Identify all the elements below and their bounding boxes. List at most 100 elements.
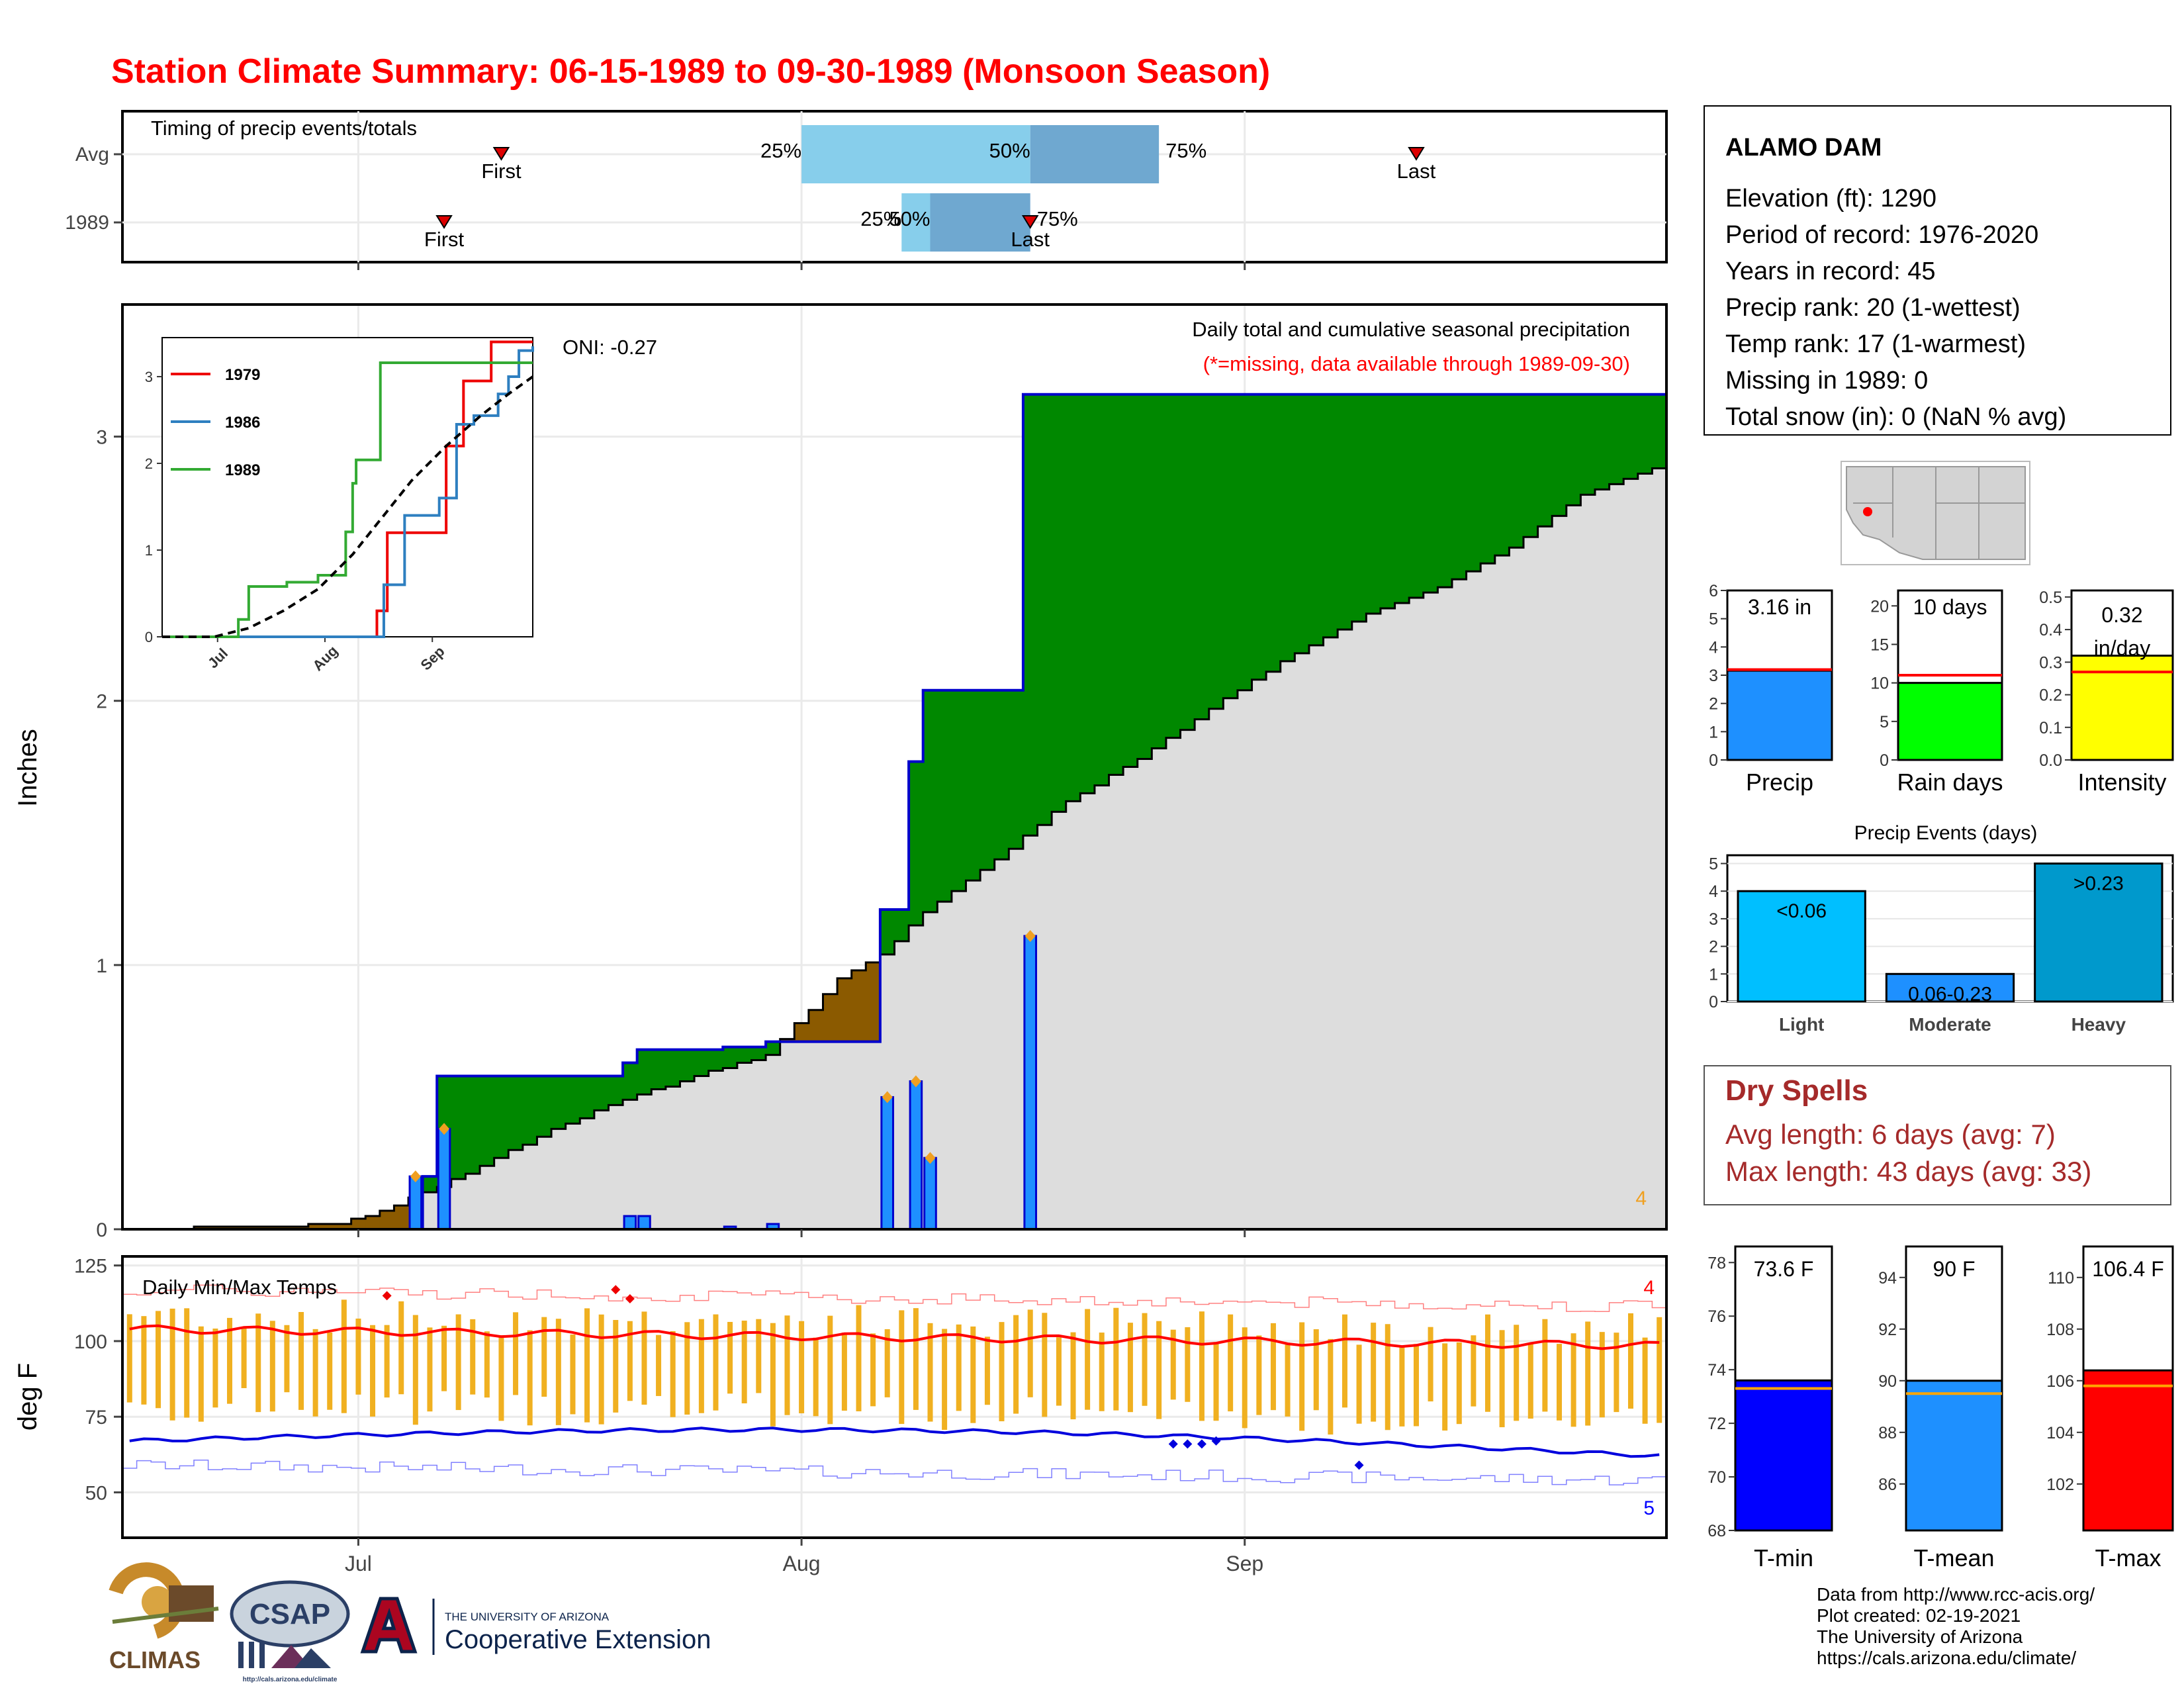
event-bar-label: >0.23 — [2073, 873, 2124, 895]
inset-average-line — [162, 375, 534, 638]
daily-temp-range-bar — [1399, 1345, 1405, 1427]
daily-temp-range-bar — [1313, 1329, 1319, 1411]
daily-temp-range-bar — [1428, 1327, 1433, 1402]
daily-precip-bar — [637, 1215, 651, 1231]
surplus-area — [665, 1049, 681, 1087]
last-event-label: Last — [1397, 160, 1436, 183]
event-bar-label: 0.06-0.23 — [1908, 983, 1992, 1005]
month-tick-label: Sep — [1226, 1552, 1263, 1575]
summary-y-tick-label: 20 — [1870, 597, 1889, 616]
temp-y-tick-label: 106 — [2046, 1372, 2074, 1391]
event-bar — [1885, 972, 2015, 1003]
deficit-area — [351, 1219, 366, 1229]
heavy-event-marker — [910, 1075, 921, 1088]
daily-temp-range-bar — [384, 1325, 390, 1398]
surplus-area — [1523, 394, 1539, 538]
daily-temp-range-bar — [370, 1325, 376, 1417]
last-event-label: Last — [1011, 228, 1050, 251]
station-location-dot — [1863, 507, 1872, 516]
temp-y-axis-label: deg F — [13, 1363, 42, 1430]
precip-y-axis-label: Inches — [13, 729, 42, 807]
station-line: Elevation (ft): 1290 — [1725, 185, 1936, 212]
daily-temp-range-bar — [1342, 1314, 1347, 1408]
surplus-area — [994, 690, 1009, 860]
cumulative-fills — [122, 393, 1667, 1231]
surplus-area — [1366, 394, 1381, 614]
summary-y-tick-label: 10 — [1870, 675, 1889, 693]
surplus-area — [1338, 394, 1353, 630]
daily-temp-range-bar — [1085, 1309, 1091, 1410]
surplus-area — [580, 1076, 595, 1119]
surplus-area — [1437, 394, 1453, 588]
daily-temp-range-bar — [827, 1315, 833, 1425]
daily-temp-range-bar — [198, 1326, 204, 1422]
summary-y-tick-label: 4 — [1709, 638, 1718, 657]
climas-logo: CLIMAS — [109, 1562, 219, 1673]
daily-temp-range-bar — [1213, 1342, 1219, 1421]
precip-y-tick-label: 0 — [96, 1219, 107, 1241]
heavy-event-marker — [439, 1123, 450, 1135]
summary-bars: 0 1 2 3 4 5 6 3.16 in Precip 0 5 10 15 20 10 days Rain … — [1709, 582, 2174, 796]
surplus-area — [1609, 394, 1624, 485]
surplus-area — [1080, 394, 1095, 794]
deficit-area — [794, 1023, 809, 1042]
station-line: Missing in 1989: 0 — [1725, 367, 1928, 395]
daily-temp-range-bar — [269, 1321, 275, 1412]
locator-map — [1841, 461, 2030, 565]
quartile-label: 50% — [889, 207, 930, 230]
dry-spells-box: Dry Spells Avg length: 6 days (avg: 7) M… — [1704, 1065, 2171, 1205]
temp-y-tick-label: 92 — [1878, 1321, 1897, 1339]
daily-temp-range-bar — [1657, 1317, 1662, 1423]
temp-y-tick-label: 74 — [1707, 1361, 1726, 1380]
daily-temp-range-bar — [1170, 1329, 1176, 1400]
surplus-area — [1308, 394, 1324, 645]
first-event-marker — [492, 147, 510, 161]
surplus-area — [594, 1076, 610, 1111]
daily-temp-range-bar — [1527, 1343, 1533, 1419]
daily-temp-range-bar — [1042, 1313, 1048, 1417]
surplus-area — [608, 1076, 623, 1105]
surplus-area — [1566, 394, 1581, 506]
event-bar-label: <0.06 — [1776, 900, 1827, 922]
record-high-marker — [611, 1285, 621, 1295]
surplus-area — [1094, 394, 1110, 786]
station-line: Period of record: 1976-2020 — [1725, 221, 2038, 249]
daily-temp-range-bar — [398, 1301, 404, 1395]
avg-max-temp-line — [129, 1324, 1660, 1350]
surplus-area — [494, 1076, 509, 1158]
daily-precip-bar — [1023, 935, 1038, 1231]
climas-logo-text: CLIMAS — [109, 1646, 201, 1673]
inset-series-line — [162, 346, 534, 638]
footer-line: The University of Arizona — [1817, 1626, 2023, 1647]
events-y-tick-label: 1 — [1709, 965, 1718, 984]
temp-y-tick-label: 72 — [1707, 1415, 1726, 1433]
daily-temp-range-bar — [1471, 1335, 1477, 1407]
month-tick-label: Aug — [783, 1552, 821, 1575]
first-event-marker — [435, 215, 453, 229]
surplus-area — [651, 1049, 666, 1090]
daily-precip-bar — [623, 1215, 637, 1231]
daily-temp-range-bar — [441, 1325, 447, 1391]
quartile-label: 25% — [760, 139, 801, 162]
summary-category-label: Rain days — [1897, 769, 2003, 796]
surplus-area — [1208, 394, 1224, 709]
oni-label: ONI: -0.27 — [563, 336, 657, 359]
surplus-area — [422, 1176, 437, 1193]
daily-temp-range-bar — [570, 1335, 576, 1415]
avg-min-temp-line — [129, 1427, 1660, 1458]
surplus-area — [1152, 394, 1167, 749]
daily-temp-range-bar — [870, 1333, 876, 1407]
summary-category-label: Precip — [1746, 769, 1813, 796]
surplus-area — [1380, 394, 1396, 609]
record-high-marker — [382, 1291, 392, 1301]
deficit-area — [394, 1205, 409, 1229]
temp-value-label: 73.6 F — [1754, 1257, 1814, 1281]
temp-category-label: T-mean — [1913, 1544, 1994, 1571]
daily-temp-range-bar — [484, 1331, 490, 1398]
deficit-area — [308, 1224, 324, 1229]
summary-y-tick-label: 0.4 — [2039, 621, 2062, 639]
surplus-area — [1480, 394, 1496, 564]
surplus-area — [1280, 394, 1295, 661]
daily-temp-range-bar — [756, 1319, 762, 1393]
